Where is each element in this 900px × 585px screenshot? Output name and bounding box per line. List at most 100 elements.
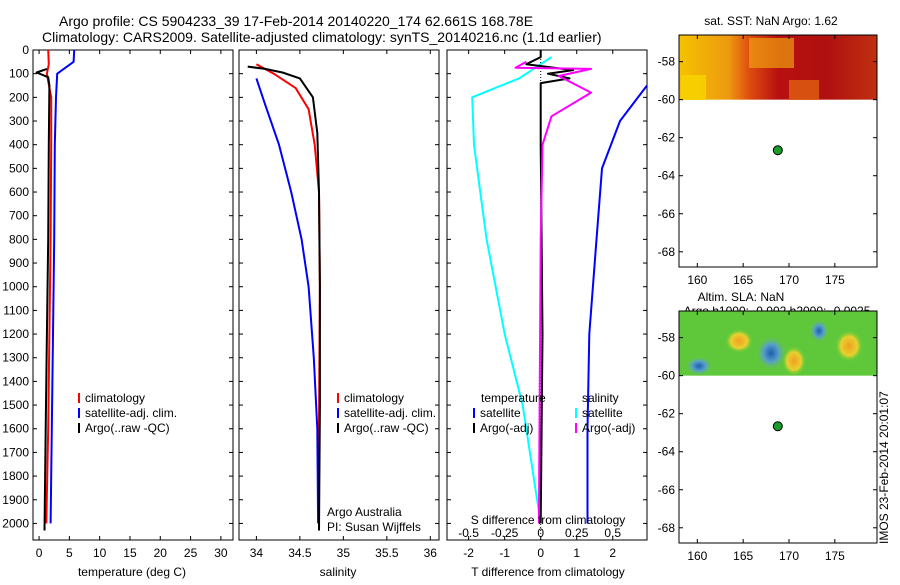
sla_map-ytick-label: -62 xyxy=(658,407,676,421)
temp-satellite-line xyxy=(49,49,76,524)
difference-panel-xtick-label: -2 xyxy=(463,546,474,560)
sla_map-xtick-label: 165 xyxy=(733,549,753,563)
depth-tick-label: 600 xyxy=(9,185,29,199)
sdiff-satellite-line xyxy=(586,84,648,524)
temperature-panel-xtick-label: 10 xyxy=(93,546,107,560)
temp-argo-line xyxy=(35,67,51,531)
sst-map-title: sat. SST: NaN Argo: 1.62 xyxy=(704,14,838,28)
difference-top-tick-label: 0.5 xyxy=(604,526,621,540)
temperature-panel-xtick-label: 25 xyxy=(184,546,198,560)
sst_map-ytick-label: -66 xyxy=(658,207,676,221)
salinity-panel-xtick-label: 36 xyxy=(424,546,438,560)
difference-panel-frame xyxy=(446,49,648,541)
diff-legend-temp-label: Argo(-adj) xyxy=(480,421,533,435)
depth-tick-label: 1900 xyxy=(2,493,29,507)
imos-timestamp: IMOS 23-Feb-2014 20:01:07 xyxy=(877,391,891,544)
sla_map-ytick-label: -64 xyxy=(658,445,676,459)
depth-tick-label: 1200 xyxy=(2,327,29,341)
diff-legend-title-temperature: temperature xyxy=(481,391,546,405)
temperature-panel-xtick-label: 20 xyxy=(154,546,168,560)
temp-climatology-line xyxy=(45,49,53,524)
sla-map-title-1: Altim. SLA: NaN xyxy=(698,290,785,304)
figure-title-line1: Argo profile: CS 5904233_39 17-Feb-2014 … xyxy=(59,13,533,29)
salinity-xlabel: salinity xyxy=(320,565,357,579)
salinity-panel: 34 34.5 35 35.5 36 climatologysatellite-adj. … xyxy=(238,49,440,560)
sla_map-xtick-label: 170 xyxy=(779,549,799,563)
difference-top-tick-label: -0.5 xyxy=(458,526,479,540)
temp-legend-label: Argo(..raw -QC) xyxy=(85,421,170,435)
sal-argo-line xyxy=(247,65,321,531)
depth-tick-label: 100 xyxy=(9,67,29,81)
difference-panel-xtick-label: 2 xyxy=(609,546,616,560)
depth-tick-label: 300 xyxy=(9,114,29,128)
temperature-panel: 0100200300400500600700800900100011001200… xyxy=(2,43,234,560)
depth-tick-label: 1800 xyxy=(2,469,29,483)
sal-legend-label: satellite-adj. clim. xyxy=(344,406,436,420)
sst_map-xtick-label: 170 xyxy=(779,273,799,287)
sal-legend-label: climatology xyxy=(344,391,404,405)
tdiff-satellite-line xyxy=(471,56,553,524)
sst-patch xyxy=(681,75,706,100)
depth-tick-label: 1300 xyxy=(2,351,29,365)
salinity-panel-xtick-label: 34 xyxy=(250,546,264,560)
salinity-annotation-1: Argo Australia xyxy=(327,505,402,519)
sal-legend-label: Argo(..raw -QC) xyxy=(344,421,429,435)
sla_map-xtick-label: 175 xyxy=(825,549,845,563)
sst_map-ytick-label: -68 xyxy=(658,245,676,259)
salinity-panel-frame xyxy=(238,49,440,541)
sst-patch xyxy=(789,80,819,100)
salinity-panel-xtick-label: 35 xyxy=(337,546,351,560)
sst_map-xtick-label: 165 xyxy=(733,273,753,287)
sst_map-ytick-label: -60 xyxy=(658,93,676,107)
sst_map-xtick-label: 175 xyxy=(825,273,845,287)
difference-xlabel-top: S difference from climatology xyxy=(471,513,626,527)
difference-panel-xtick-label: 0 xyxy=(537,546,544,560)
sla-blob xyxy=(782,346,806,376)
sla_map-frame xyxy=(678,310,878,544)
depth-tick-label: 1100 xyxy=(3,303,29,317)
depth-tick-label: 800 xyxy=(9,232,29,246)
diff-legend-sal-label: Argo(-adj) xyxy=(582,421,635,435)
temperature-panel-frame xyxy=(32,49,234,541)
temp-legend-label: climatology xyxy=(85,391,145,405)
diff-legend-title-salinity: salinity xyxy=(582,391,619,405)
sla_map-xtick-label: 160 xyxy=(687,549,707,563)
depth-tick-label: 0 xyxy=(22,43,29,57)
depth-tick-label: 2000 xyxy=(2,516,29,530)
diff-legend-temp-label: satellite xyxy=(480,406,521,420)
diff-legend-sal-label: satellite xyxy=(582,406,623,420)
difference-panel-xtick-label: 1 xyxy=(573,546,580,560)
sst_map-ytick-label: -62 xyxy=(658,131,676,145)
temperature-panel-xtick-label: 15 xyxy=(123,546,137,560)
salinity-panel-xtick-label: 34.5 xyxy=(288,546,312,560)
sst_map-xtick-label: 160 xyxy=(687,273,707,287)
sst-patch xyxy=(749,38,794,68)
sla-blob xyxy=(755,335,787,371)
sla_map-ytick-label: -60 xyxy=(658,369,676,383)
salinity-annotation-2: PI: Susan Wijffels xyxy=(327,520,421,534)
difference-top-tick-label: -0.25 xyxy=(491,526,519,540)
difference-panel-xtick-label: -1 xyxy=(499,546,510,560)
depth-tick-label: 500 xyxy=(9,161,29,175)
figure-title-line2: Climatology: CARS2009. Satellite-adjuste… xyxy=(42,29,602,45)
sal-satellite-line xyxy=(255,78,320,524)
temperature-xlabel: temperature (deg C) xyxy=(78,565,186,579)
difference-panel: -2-1012-0.5-0.2500.250.5temperaturesalin… xyxy=(446,49,648,560)
sst_map-argo-marker xyxy=(772,145,783,156)
temperature-panel-xtick-label: 5 xyxy=(66,546,73,560)
depth-tick-label: 200 xyxy=(9,90,29,104)
salinity-panel-xtick-label: 35.5 xyxy=(375,546,399,560)
depth-tick-label: 1600 xyxy=(2,422,29,436)
temperature-panel-xtick-label: 0 xyxy=(36,546,43,560)
sst_map-ytick-label: -64 xyxy=(658,169,676,183)
depth-tick-label: 400 xyxy=(9,138,29,152)
depth-tick-label: 900 xyxy=(9,256,29,270)
depth-tick-label: 1000 xyxy=(2,280,29,294)
sst-map: -58 -60 -62 -64 -66 -68 160 165 170 175 xyxy=(658,34,878,287)
sst_map-frame xyxy=(678,34,878,268)
difference-xlabel: T difference from climatology xyxy=(471,565,625,579)
depth-tick-label: 1400 xyxy=(2,374,29,388)
sla-blob xyxy=(725,329,753,353)
sst_map-ytick-label: -58 xyxy=(658,55,676,69)
